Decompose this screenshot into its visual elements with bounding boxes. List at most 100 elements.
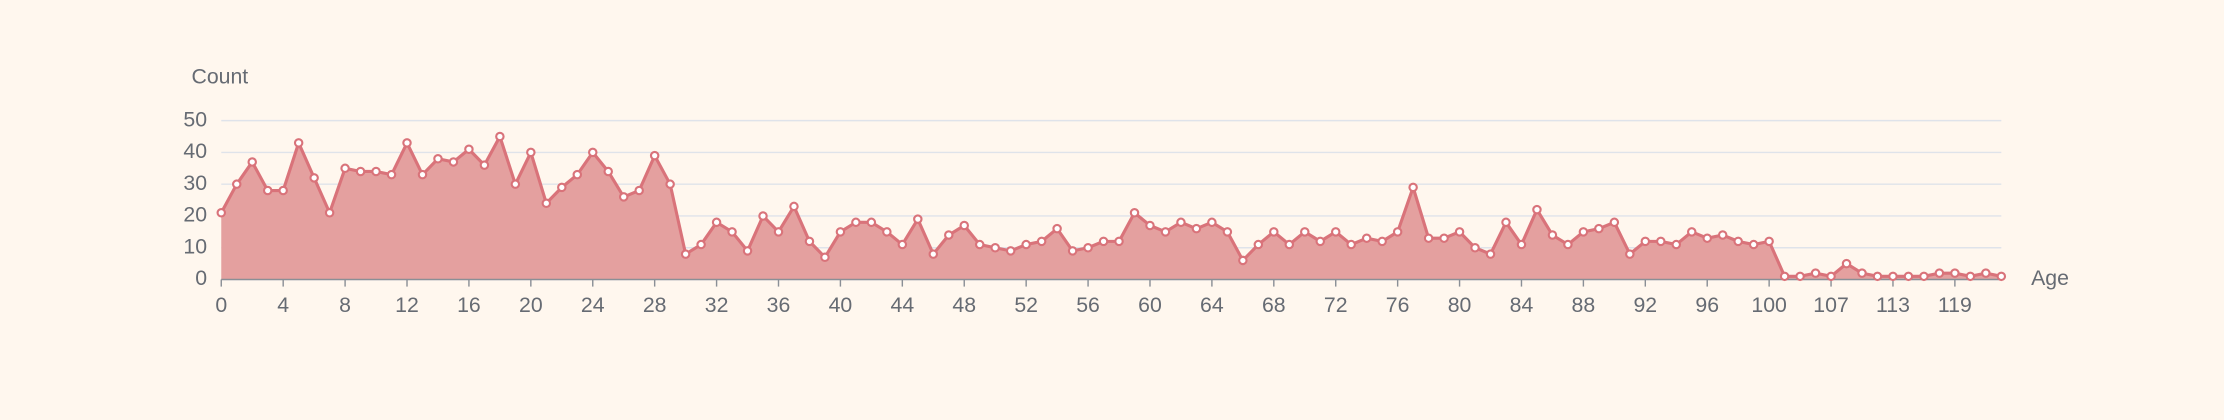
- x-tick-label: 32: [705, 293, 729, 317]
- point: [1377, 236, 1387, 247]
- point: [541, 198, 552, 209]
- x-tick-label: 44: [891, 293, 915, 317]
- point: [572, 169, 583, 180]
- y-tick-label: 10: [183, 234, 207, 258]
- point: [1005, 246, 1016, 256]
- x-tick-label: 72: [1324, 293, 1348, 317]
- point: [711, 217, 722, 228]
- point: [510, 179, 521, 189]
- point: [1021, 239, 1031, 250]
- point: [448, 157, 459, 167]
- point: [1423, 233, 1434, 243]
- y-tick-label: 30: [183, 171, 207, 195]
- x-tick-label: 100: [1751, 293, 1786, 317]
- x-tick-label: 68: [1262, 293, 1286, 317]
- point: [1516, 239, 1527, 250]
- point: [1563, 239, 1573, 250]
- point: [1346, 239, 1356, 250]
- x-tick-label: 40: [829, 293, 853, 317]
- point: [1826, 271, 1836, 282]
- point: [1145, 220, 1155, 231]
- point: [1253, 239, 1264, 250]
- point: [355, 166, 366, 177]
- point: [1067, 246, 1078, 256]
- point: [1857, 268, 1867, 278]
- point: [944, 230, 954, 240]
- point: [773, 227, 784, 237]
- x-tick-label: 80: [1448, 293, 1472, 317]
- point: [913, 214, 923, 224]
- point: [649, 150, 660, 161]
- x-tick-label: 20: [519, 293, 543, 317]
- point: [1392, 227, 1403, 237]
- point: [309, 173, 319, 183]
- point: [959, 220, 969, 231]
- point: [1176, 217, 1186, 228]
- point: [618, 192, 629, 202]
- point: [1207, 217, 1217, 228]
- x-tick-label: 36: [767, 293, 791, 317]
- point: [293, 138, 304, 148]
- point: [1532, 204, 1542, 215]
- point: [386, 169, 397, 180]
- point: [1950, 268, 1960, 278]
- x-tick-label: 84: [1510, 293, 1534, 317]
- point: [1779, 271, 1790, 282]
- x-tick-label: 16: [457, 293, 481, 317]
- point: [696, 239, 706, 250]
- x-tick-label: 92: [1633, 293, 1657, 317]
- point: [1361, 233, 1372, 243]
- x-tick-label: 52: [1014, 293, 1038, 317]
- point: [742, 246, 753, 256]
- point: [974, 239, 985, 250]
- point: [1764, 236, 1774, 247]
- point: [1052, 223, 1062, 234]
- point: [1981, 268, 1991, 278]
- point: [1717, 230, 1728, 240]
- point: [835, 227, 846, 237]
- point: [1269, 227, 1279, 237]
- x-tick-label: 48: [952, 293, 976, 317]
- point: [1098, 236, 1109, 247]
- point: [340, 163, 350, 174]
- x-tick-label: 88: [1572, 293, 1596, 317]
- point: [1454, 227, 1465, 237]
- x-tick-label: 107: [1813, 293, 1848, 317]
- point: [882, 227, 892, 237]
- x-tick-label: 96: [1695, 293, 1719, 317]
- point: [526, 147, 536, 158]
- point: [1470, 242, 1480, 253]
- point: [1114, 236, 1124, 247]
- x-tick-label: 60: [1138, 293, 1162, 317]
- x-tick-label: 8: [339, 293, 351, 317]
- point: [897, 239, 908, 250]
- point: [1129, 208, 1140, 218]
- area: [221, 136, 2002, 280]
- y-tick-label: 20: [183, 203, 207, 227]
- point: [371, 166, 381, 177]
- y-tick-label: 0: [195, 266, 207, 290]
- point: [866, 217, 877, 228]
- point: [789, 201, 799, 212]
- x-tick-label: 24: [581, 293, 605, 317]
- point: [1191, 223, 1202, 234]
- point: [665, 179, 675, 189]
- point: [1686, 227, 1697, 237]
- point: [1408, 182, 1418, 193]
- x-tick-label: 56: [1076, 293, 1100, 317]
- point: [1594, 223, 1604, 234]
- point: [1625, 249, 1635, 259]
- point: [1501, 217, 1511, 228]
- point: [1300, 227, 1310, 237]
- point: [1748, 239, 1759, 250]
- point: [1656, 236, 1666, 247]
- point: [990, 242, 1000, 253]
- point: [928, 249, 939, 259]
- x-tick-label: 12: [395, 293, 419, 317]
- point: [1919, 271, 1929, 282]
- point: [1733, 236, 1743, 247]
- point: [262, 185, 273, 196]
- point: [1671, 239, 1682, 250]
